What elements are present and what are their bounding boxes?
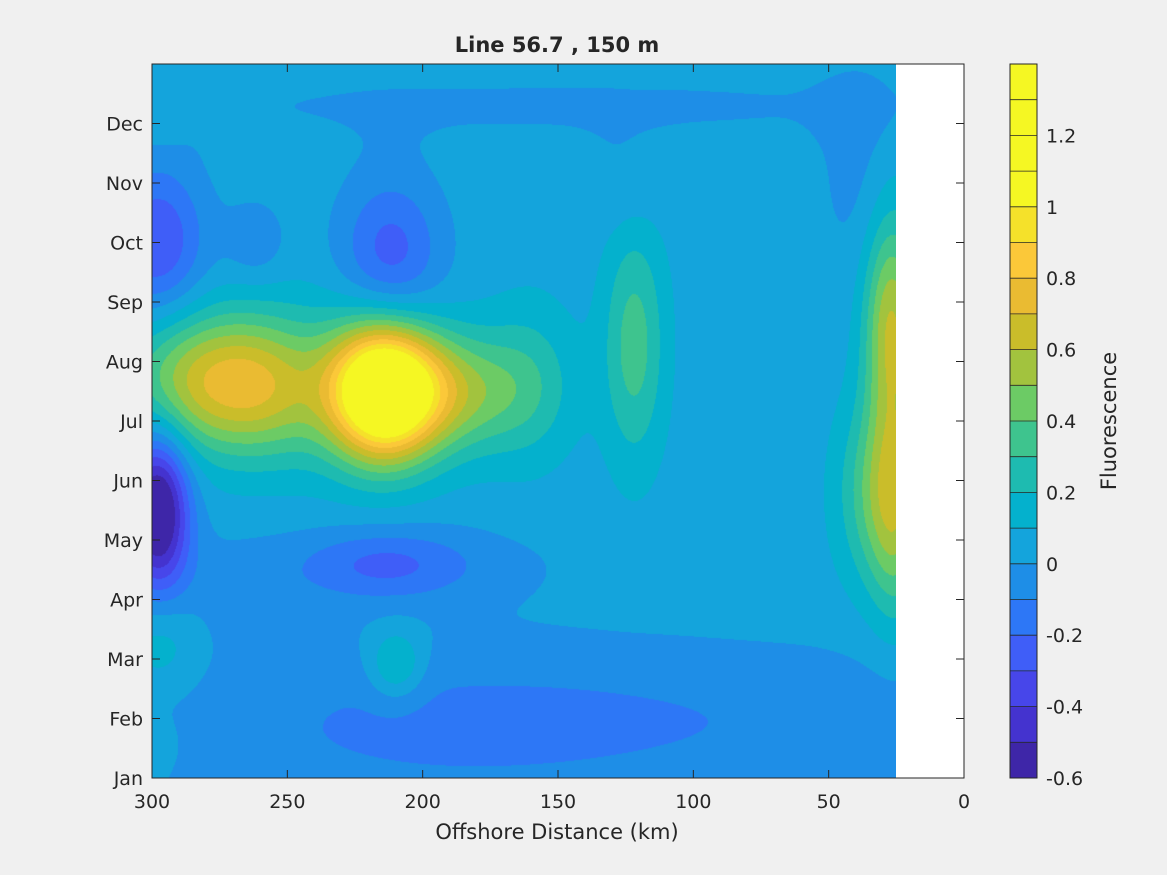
colorbar-tick-label: 0.6	[1046, 340, 1076, 362]
y-tick-label: Jan	[113, 768, 143, 790]
colorbar-band	[1010, 385, 1037, 422]
colorbar-band	[1010, 706, 1037, 743]
x-tick-label: 0	[958, 791, 970, 813]
colorbar-tick-label: 1	[1046, 197, 1058, 219]
colorbar: -0.6 -0.4 -0.2 0 0.2 0.4 0.6 0.8 1 1.2 Fluorescen…	[1009, 63, 1121, 790]
colorbar-band	[1010, 599, 1037, 636]
x-tick-label: 250	[269, 791, 305, 813]
colorbar-tick-label: 0.2	[1046, 482, 1076, 504]
y-tick-label: Oct	[110, 233, 143, 255]
colorbar-band	[1010, 670, 1037, 708]
colorbar-band	[1010, 64, 1037, 101]
x-tick-label: 50	[817, 791, 841, 813]
y-tick-label: May	[104, 530, 143, 552]
y-tick-label: Jul	[119, 411, 143, 433]
colorbar-tick-label: 1.2	[1046, 125, 1076, 147]
tick-marks	[151, 64, 965, 779]
colorbar-ticks: -0.6 -0.4 -0.2 0 0.2 0.4 0.6 0.8 1 1.2	[1046, 125, 1083, 790]
plot-area	[151, 63, 965, 779]
colorbar-band	[1010, 492, 1037, 529]
x-tick-label: 200	[405, 791, 441, 813]
colorbar-band	[1010, 742, 1037, 779]
colorbar-band	[1010, 528, 1037, 565]
contour-fill	[152, 64, 896, 778]
colorbar-band	[1010, 313, 1037, 351]
chart-title: Line 56.7 , 150 m	[455, 33, 660, 57]
x-tick-label: 300	[134, 791, 170, 813]
colorbar-band	[1010, 563, 1037, 600]
colorbar-band	[1010, 421, 1037, 458]
colorbar-band	[1010, 635, 1037, 672]
y-tick-label: Sep	[107, 292, 143, 314]
colorbar-band	[1010, 242, 1037, 279]
colorbar-bands	[1010, 64, 1037, 779]
y-tick-label: Mar	[107, 649, 143, 671]
colorbar-tick-label: 0.8	[1046, 268, 1076, 290]
colorbar-band	[1010, 171, 1037, 208]
colorbar-tick-label: -0.4	[1046, 697, 1083, 719]
y-axis: Jan Feb Mar Apr May Jun Jul Aug Sep Oct Nov Dec	[104, 114, 143, 791]
y-tick-label: Jun	[112, 471, 143, 493]
colorbar-band	[1010, 278, 1037, 315]
colorbar-tick-label: 0.4	[1046, 411, 1076, 433]
colorbar-band	[1010, 135, 1037, 172]
colorbar-band	[1010, 456, 1037, 493]
y-tick-label: Dec	[106, 114, 143, 136]
contour-image	[152, 64, 896, 778]
y-tick-label: Nov	[106, 173, 143, 195]
colorbar-tick-label: -0.6	[1046, 768, 1083, 790]
x-tick-label: 100	[675, 791, 711, 813]
colorbar-band	[1010, 349, 1037, 386]
colorbar-tick-label: 0	[1046, 554, 1058, 576]
colorbar-tick-label: -0.2	[1046, 625, 1083, 647]
axes-frame	[151, 63, 965, 779]
x-axis-label: Offshore Distance (km)	[435, 820, 678, 844]
x-tick-label: 150	[540, 791, 576, 813]
colorbar-band	[1010, 99, 1037, 136]
y-tick-label: Feb	[109, 709, 143, 731]
colorbar-frame	[1009, 63, 1038, 779]
colorbar-band	[1010, 206, 1037, 243]
x-axis: 300 250 200 150 100 50 0	[134, 791, 970, 813]
colorbar-label: Fluorescence	[1097, 352, 1121, 490]
y-tick-label: Aug	[106, 352, 143, 374]
y-tick-label: Apr	[110, 590, 143, 612]
